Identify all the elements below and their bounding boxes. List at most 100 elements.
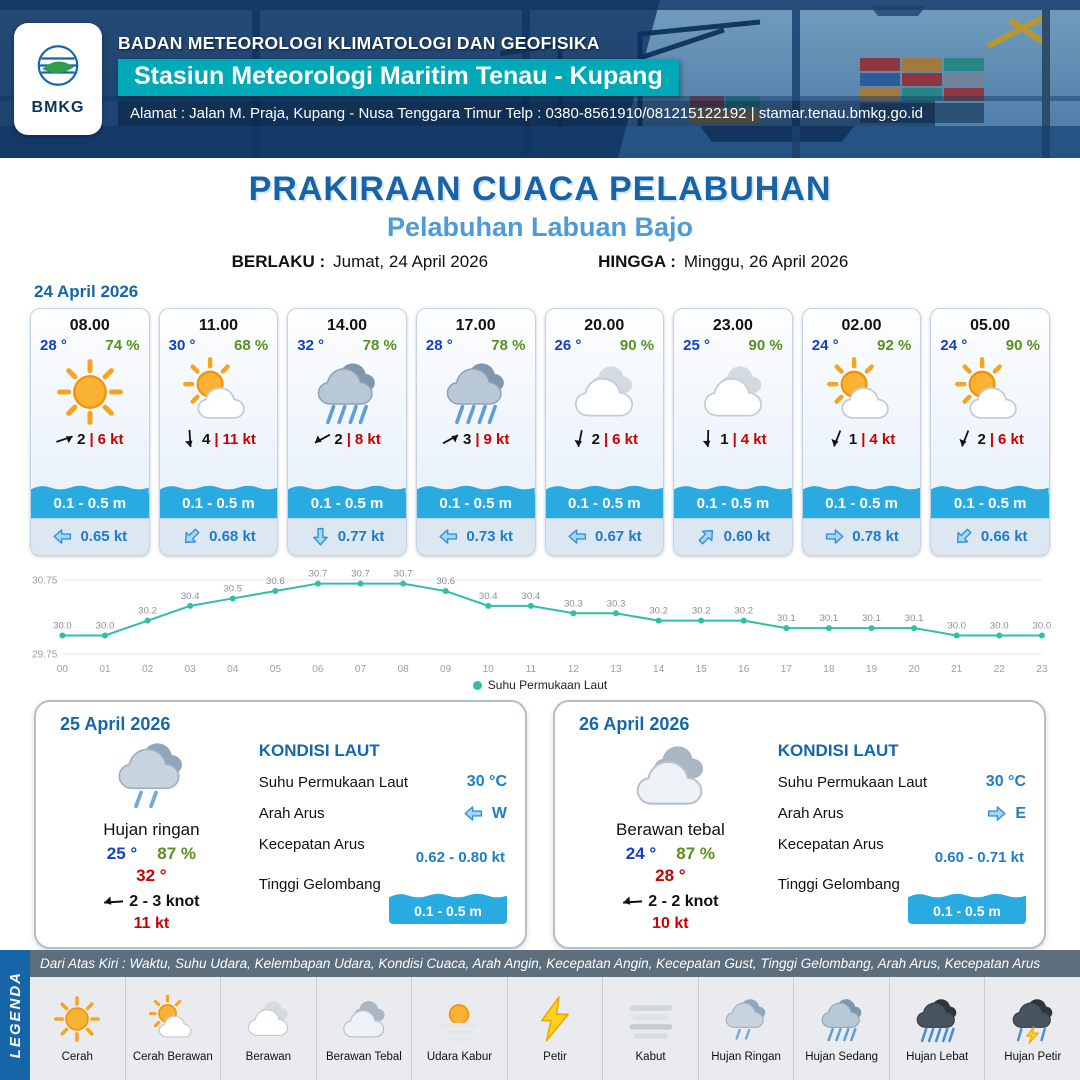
svg-text:30.1: 30.1: [905, 613, 924, 624]
current-direction-icon: [438, 526, 459, 547]
valid-to-label: HINGGA :: [598, 252, 676, 271]
wave-height-badge: 0.1 - 0.5 m: [389, 891, 507, 924]
weather-icon: [107, 735, 195, 820]
current-direction-label: Arah Arus: [258, 805, 325, 822]
gust-speed: 8 kt: [354, 430, 381, 448]
temperature: 28 °: [40, 337, 67, 354]
svg-text:23: 23: [1036, 664, 1048, 675]
temperature: 28 °: [425, 337, 453, 354]
wave-height: 0.1 - 0.5 m: [288, 494, 406, 518]
wind-direction-icon: [825, 427, 848, 450]
gust-speed: 11 kt: [222, 430, 256, 448]
time-label: 11.00: [198, 317, 239, 334]
wave-height-label: Tinggi Gelombang: [777, 876, 900, 893]
gust-speed: 10 kt: [652, 915, 689, 932]
time-label: 17.00: [455, 317, 496, 334]
wind-speed: 2: [77, 430, 86, 448]
weather-icon: [826, 354, 898, 430]
time-label: 14.00: [327, 317, 368, 334]
humidity: 68 %: [234, 337, 269, 354]
gust-speed: 11 kt: [133, 915, 170, 932]
wave-height-badge: 0.1 - 0.5 m: [416, 483, 535, 518]
legend-label: Berawan Tebal: [325, 1051, 402, 1063]
humidity: 87 %: [157, 844, 196, 863]
svg-text:13: 13: [610, 664, 622, 675]
station-address: Alamat : Jalan M. Praja, Kupang - Nusa T…: [118, 100, 936, 126]
temperature: 24 °: [811, 337, 839, 354]
page-title: PRAKIRAAN CUACA PELABUHAN: [248, 170, 832, 208]
sst-label: Suhu Permukaan Laut: [777, 773, 928, 791]
wind-speed: 4: [201, 430, 211, 448]
current-speed-value: 0.62 - 0.80 kt: [415, 849, 505, 866]
current-direction-icon: [52, 526, 73, 547]
light-rain-icon: [721, 994, 771, 1049]
time-label: 23.00: [712, 317, 753, 334]
weather-icon: [311, 354, 383, 430]
separator: |: [89, 430, 94, 448]
legend-item: Hujan Petir: [984, 977, 1080, 1080]
hourly-forecast-section: 24 April 2026 08.00 28 ° 74 % 2 | 6 kt 0.1 …: [0, 272, 1080, 556]
chart-legend: Suhu Permukaan Laut: [26, 678, 1054, 692]
svg-text:30.0: 30.0: [990, 621, 1009, 632]
svg-text:19: 19: [866, 664, 878, 675]
current-direction-icon: [177, 522, 207, 552]
current-direction-icon: [948, 522, 978, 552]
legend-item: Hujan Lebat: [888, 977, 985, 1080]
legend-dot-icon: [472, 680, 482, 690]
sst-value: 30 °C: [466, 773, 507, 790]
wind-speed: 1: [848, 430, 858, 448]
wave-height-badge: 0.1 - 0.5 m: [159, 483, 278, 518]
gust-speed: 6 kt: [998, 430, 1024, 448]
legend-item: Petir: [506, 977, 603, 1080]
sun-cloud-icon: [148, 994, 198, 1049]
validity-period: BERLAKU : Jumat, 24 April 2026 HINGGA : Mi…: [0, 252, 1080, 272]
wind-direction-icon: [567, 427, 592, 452]
wave-height: 0.1 - 0.5 m: [674, 494, 792, 518]
lightning-icon: [530, 994, 580, 1049]
day-card: 25 April 2026 Hujan ringan 25 ° 87 % 32 …: [34, 700, 527, 949]
time-label: 05.00: [970, 317, 1011, 334]
wind-speed: 2: [591, 430, 600, 448]
gust-speed: 9 kt: [483, 430, 510, 448]
moderate-rain-icon: [817, 994, 867, 1049]
forecast-date: 24 April 2026: [34, 282, 139, 301]
forecast-card: 23.00 25 ° 90 % 1 | 4 kt 0.1 - 0.5 m 0.60 k…: [673, 308, 793, 556]
svg-text:30.2: 30.2: [734, 606, 753, 617]
weather-condition: Berawan tebal: [616, 820, 725, 839]
bmkg-logo-text: BMKG: [31, 99, 85, 116]
separator: |: [732, 430, 737, 448]
sst-label: Suhu Permukaan Laut: [258, 773, 409, 791]
wave-height-badge: 0.1 - 0.5 m: [545, 483, 664, 518]
sun-icon: [52, 994, 102, 1049]
daily-summary-section: 25 April 2026 Hujan ringan 25 ° 87 % 32 …: [0, 692, 1080, 949]
current-speed: 0.60 kt: [723, 528, 771, 545]
wind-speed: 3: [462, 430, 472, 448]
sst-value: 30 °C: [985, 773, 1026, 790]
temperature-max: 28 °: [655, 866, 686, 885]
legend-label: Cerah: [61, 1051, 93, 1063]
legend-item: Cerah Berawan: [124, 977, 221, 1080]
svg-text:30.1: 30.1: [777, 613, 796, 624]
wave-height-badge: 0.1 - 0.5 m: [802, 483, 921, 518]
current-direction-value: W: [491, 804, 507, 822]
wave-height-badge: 0.1 - 0.5 m: [288, 483, 406, 518]
legend-section: LEGENDA Dari Atas Kiri : Waktu, Suhu Uda…: [0, 950, 1080, 1080]
wave-height: 0.1 - 0.5 m: [545, 494, 664, 518]
sea-condition-heading: KONDISI LAUT: [258, 741, 380, 760]
current-speed: 0.66 kt: [980, 528, 1028, 545]
wind-speed-range: 2 - 2 knot: [648, 893, 719, 910]
wind-direction-icon: [53, 427, 78, 452]
legend-label: Berawan: [245, 1051, 292, 1063]
forecast-card: 05.00 24 ° 90 % 2 | 6 kt 0.1 - 0.5 m 0.66 k…: [930, 308, 1050, 556]
wave-height-badge: 0.1 - 0.5 m: [31, 483, 149, 518]
forecast-card: 11.00 30 ° 68 % 4 | 11 kt 0.1 - 0.5 m 0.68 …: [158, 308, 279, 556]
wave-height-badge: 0.1 - 0.5 m: [931, 483, 1049, 518]
humidity: 78 %: [362, 337, 397, 354]
current-speed: 0.65 kt: [80, 528, 128, 545]
svg-text:08: 08: [397, 664, 409, 675]
svg-text:30.6: 30.6: [266, 576, 285, 587]
time-label: 02.00: [841, 317, 882, 334]
gust-speed: 4 kt: [740, 430, 767, 448]
station-name: Stasiun Meteorologi Maritim Tenau - Kupa…: [118, 58, 679, 96]
humidity: 74 %: [105, 337, 140, 354]
